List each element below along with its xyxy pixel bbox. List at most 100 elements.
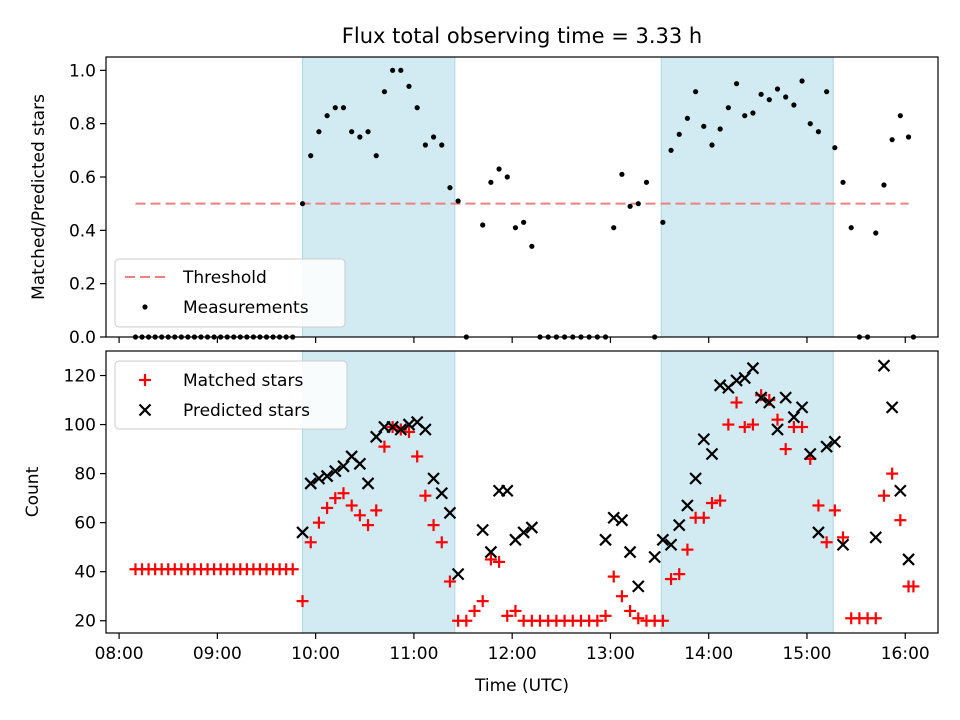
measurement-point [414,105,420,111]
top-ytick-label: 0.2 [69,275,96,295]
predicted-star-point [443,506,457,520]
matched-star-point [796,421,809,434]
measurement-point [627,203,633,209]
matched-star-marker [139,374,151,386]
measurement-point [774,86,781,92]
measurement-point [611,225,617,231]
legend-predicted-swatch [138,403,152,417]
top-ytick-label: 0.0 [69,328,96,348]
top-legend: Threshold Measurements [114,258,346,328]
measurement-point [676,131,682,137]
predicted-star-point [730,374,743,387]
matched-star-point [402,425,415,438]
chart-title: Flux total observing time = 3.33 h [342,24,702,48]
predicted-star-point [394,423,408,436]
measurement-point [766,97,772,103]
predicted-star-point [337,459,350,473]
measurement-point [815,129,822,135]
bottom-legend-box [114,360,348,430]
measurement-point [807,121,813,127]
matched-star-point [869,612,882,625]
predicted-star-point [615,513,629,527]
predicted-star-point [517,526,530,539]
predicted-star-point [894,484,907,498]
x-axis-label: Time (UTC) [474,676,569,696]
predicted-star-point [795,401,809,414]
measurement-point [439,142,445,148]
predicted-star-point [386,420,399,434]
bottom-legend: Matched stars Predicted stars [114,360,348,430]
xtick-label: 10:00 [291,644,340,664]
matched-star-point [681,543,694,556]
top-y-axis-label: Matched/Predicted stars [29,94,49,300]
measurement-point [512,225,519,231]
measurement-point [422,142,428,148]
matched-star-point [697,511,710,524]
predicted-star-point [484,545,498,559]
bottom-ytick-label: 20 [74,612,96,632]
matched-star-point [599,609,612,622]
predicted-star-point [885,401,899,414]
predicted-star-point [828,435,842,449]
measurement-point [643,179,650,185]
measurement-point [480,222,486,228]
measurement-point [668,147,674,153]
predicted-star-point [820,440,833,453]
predicted-star-point [402,418,416,431]
predicted-star-point [329,464,342,478]
measurement-point [521,219,527,225]
top-legend-box [114,258,346,328]
top-ytick-label: 0.4 [69,221,96,241]
predicted-star-point [869,531,883,544]
predicted-star-point [419,423,432,436]
bottom-axes-frame [105,350,939,634]
measurement-point [709,142,715,148]
matched-star-point [656,614,669,627]
matched-star-point [296,595,309,608]
matched-star-point [820,536,833,549]
measurement-point [881,182,887,188]
observing-window-shade [660,56,834,338]
predicted-star-point [427,472,440,485]
matched-star-point [411,450,424,463]
predicted-star-point [713,379,727,392]
measurement-point [316,129,322,135]
predicted-star-point [902,553,915,566]
matched-star-point [378,440,391,453]
xtick-label: 08:00 [95,644,144,664]
matched-star-point [493,555,506,568]
measurement-point [701,123,707,129]
matched-star-point [484,553,497,566]
predicted-star-point [476,523,489,537]
matched-star-point [714,494,727,507]
xtick-label: 12:00 [488,644,537,664]
legend-matched-label: Matched stars [183,371,303,391]
bottom-ytick-label: 40 [74,563,96,583]
measurement-point [897,113,903,119]
predicted-star-point [320,469,334,483]
matched-star-point [286,563,299,576]
matched-star-point [427,519,440,532]
matched-star-point [705,497,718,510]
matched-star-point [345,499,358,512]
measurement-point [340,105,347,111]
matched-star-point [607,570,620,583]
measurement-point [742,113,748,119]
predicted-star-point [787,410,801,424]
matched-star-point [304,536,317,549]
measurement-point [750,110,756,116]
measurement-point [905,134,912,140]
matched-star-point [435,536,448,549]
matched-star-point [443,575,456,588]
matched-star-point [624,604,637,617]
matched-star-point [837,531,850,544]
measurement-point [430,134,437,140]
predicted-star-point [672,518,686,532]
matched-star-point [591,614,604,627]
matched-star-point [722,418,735,431]
matched-star-point [321,501,334,514]
measurement-point [889,137,895,143]
predicted-star-point [599,533,612,547]
predicted-star-point [746,361,760,375]
predicted-star-point [353,457,367,471]
